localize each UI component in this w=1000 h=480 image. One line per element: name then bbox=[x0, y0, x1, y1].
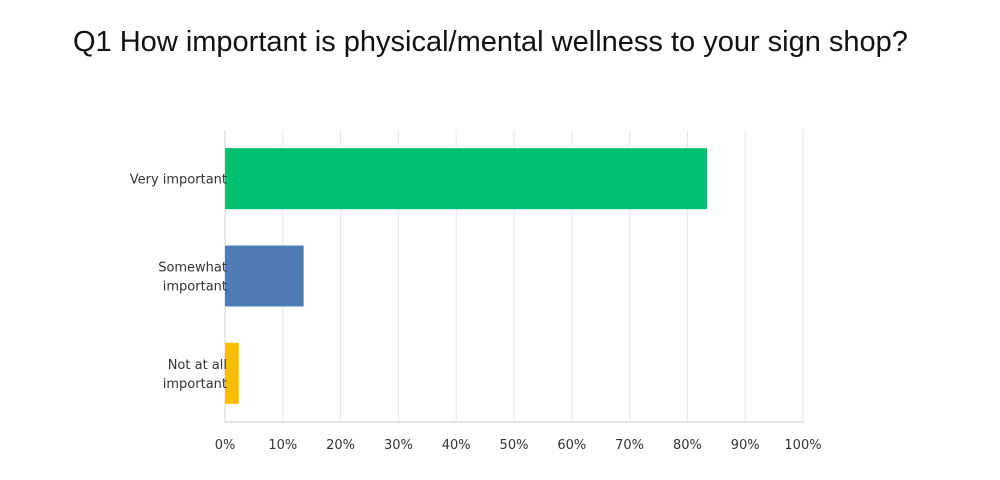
category-label-1-1: important bbox=[163, 280, 227, 295]
x-tick-label-90: 90% bbox=[731, 438, 760, 453]
category-labels: Very important Somewhat important Not at al… bbox=[130, 173, 227, 392]
category-label-0-0: Very important bbox=[130, 173, 227, 188]
x-tick-label-30: 30% bbox=[384, 438, 413, 453]
x-tick-label-10: 10% bbox=[268, 438, 297, 453]
bars bbox=[225, 148, 708, 404]
x-tick-label-40: 40% bbox=[442, 438, 471, 453]
x-tick-label-0: 0% bbox=[215, 438, 236, 453]
x-tick-label-60: 60% bbox=[557, 438, 586, 453]
x-tick-label-20: 20% bbox=[326, 438, 355, 453]
chart-title: Q1 How important is physical/mental well… bbox=[73, 26, 908, 58]
x-axis-tick-labels: 0% 10% 20% 30% 40% 50% 60% 70% 80% 90% 100% bbox=[215, 438, 822, 453]
bar-1 bbox=[225, 245, 304, 307]
category-label-1-0: Somewhat bbox=[158, 261, 227, 276]
category-label-2-0: Not at all bbox=[168, 358, 227, 373]
x-tick-label-100: 100% bbox=[784, 438, 821, 453]
bar-0 bbox=[225, 148, 708, 210]
x-tick-label-70: 70% bbox=[615, 438, 644, 453]
category-label-2-1: important bbox=[163, 377, 227, 392]
bar-2 bbox=[225, 342, 239, 404]
x-tick-label-80: 80% bbox=[673, 438, 702, 453]
x-tick-label-50: 50% bbox=[500, 438, 529, 453]
